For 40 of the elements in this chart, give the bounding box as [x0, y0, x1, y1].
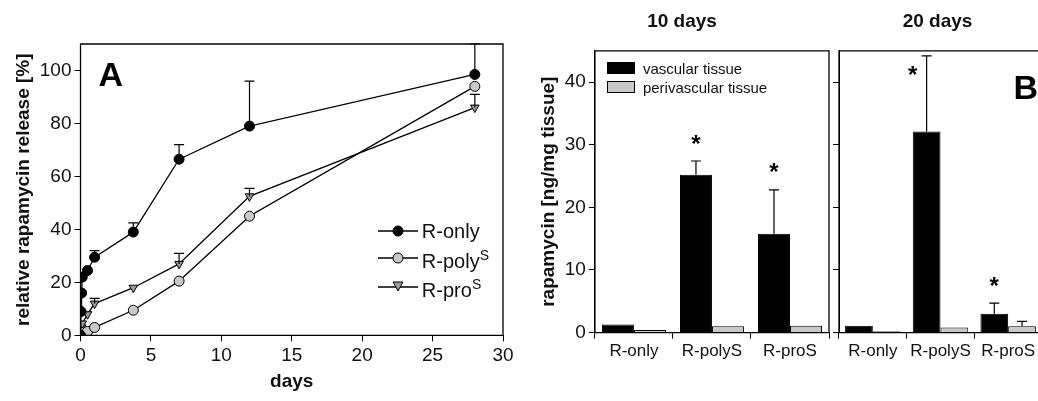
y-tick-label: 10 — [564, 258, 586, 280]
chart-title: 20 days — [902, 9, 973, 31]
x-tick-label: 20 — [351, 344, 373, 366]
x-tick-label: R-polyS — [910, 341, 971, 361]
annotation: * — [989, 271, 1000, 299]
y-tick-label: 100 — [39, 58, 72, 80]
y-tick-label: 0 — [575, 320, 586, 342]
chart-title: 10 days — [647, 9, 717, 31]
annotation: * — [907, 61, 918, 89]
y-tick-label: 0 — [60, 323, 72, 345]
legend-label: vascular tissue — [642, 58, 743, 78]
y-axis-title: relative rapamycin release [%] — [11, 53, 33, 326]
annotation: B — [1013, 68, 1038, 107]
x-tick-label: 0 — [75, 344, 86, 366]
x-tick-label: R-only — [848, 341, 898, 361]
y-tick-label: 60 — [50, 164, 72, 186]
annotation: * — [769, 158, 780, 186]
y-tick-label: 40 — [50, 217, 72, 239]
x-tick-label: R-only — [609, 341, 660, 361]
legend-label: R-poly$^{S}$ — [421, 245, 489, 273]
y-tick-label: 40 — [564, 70, 586, 92]
annotation: A — [98, 55, 124, 94]
x-tick-label: R-polyS — [681, 341, 743, 361]
x-tick-label: 15 — [281, 344, 303, 366]
x-tick-label: 10 — [210, 344, 232, 366]
x-tick-label: R-proS — [981, 341, 1036, 361]
x-tick-label: R-proS — [763, 341, 817, 361]
x-tick-label: 30 — [492, 344, 514, 366]
y-tick-label: 80 — [50, 111, 72, 133]
y-tick-label: 20 — [564, 195, 586, 217]
legend-label: R-only — [421, 218, 480, 243]
y-axis-title: rapamycin [ng/mg tissue] — [536, 76, 558, 307]
legend-label: perivascular tissue — [642, 77, 768, 97]
legend-label: R-pro$^{S}$ — [421, 275, 482, 303]
annotation: * — [691, 129, 702, 157]
y-tick-label: 20 — [50, 270, 72, 292]
x-tick-label: 5 — [145, 344, 157, 366]
x-tick-label: 25 — [422, 344, 444, 366]
y-tick-label: 30 — [564, 132, 586, 154]
x-axis-title: days — [270, 369, 314, 391]
